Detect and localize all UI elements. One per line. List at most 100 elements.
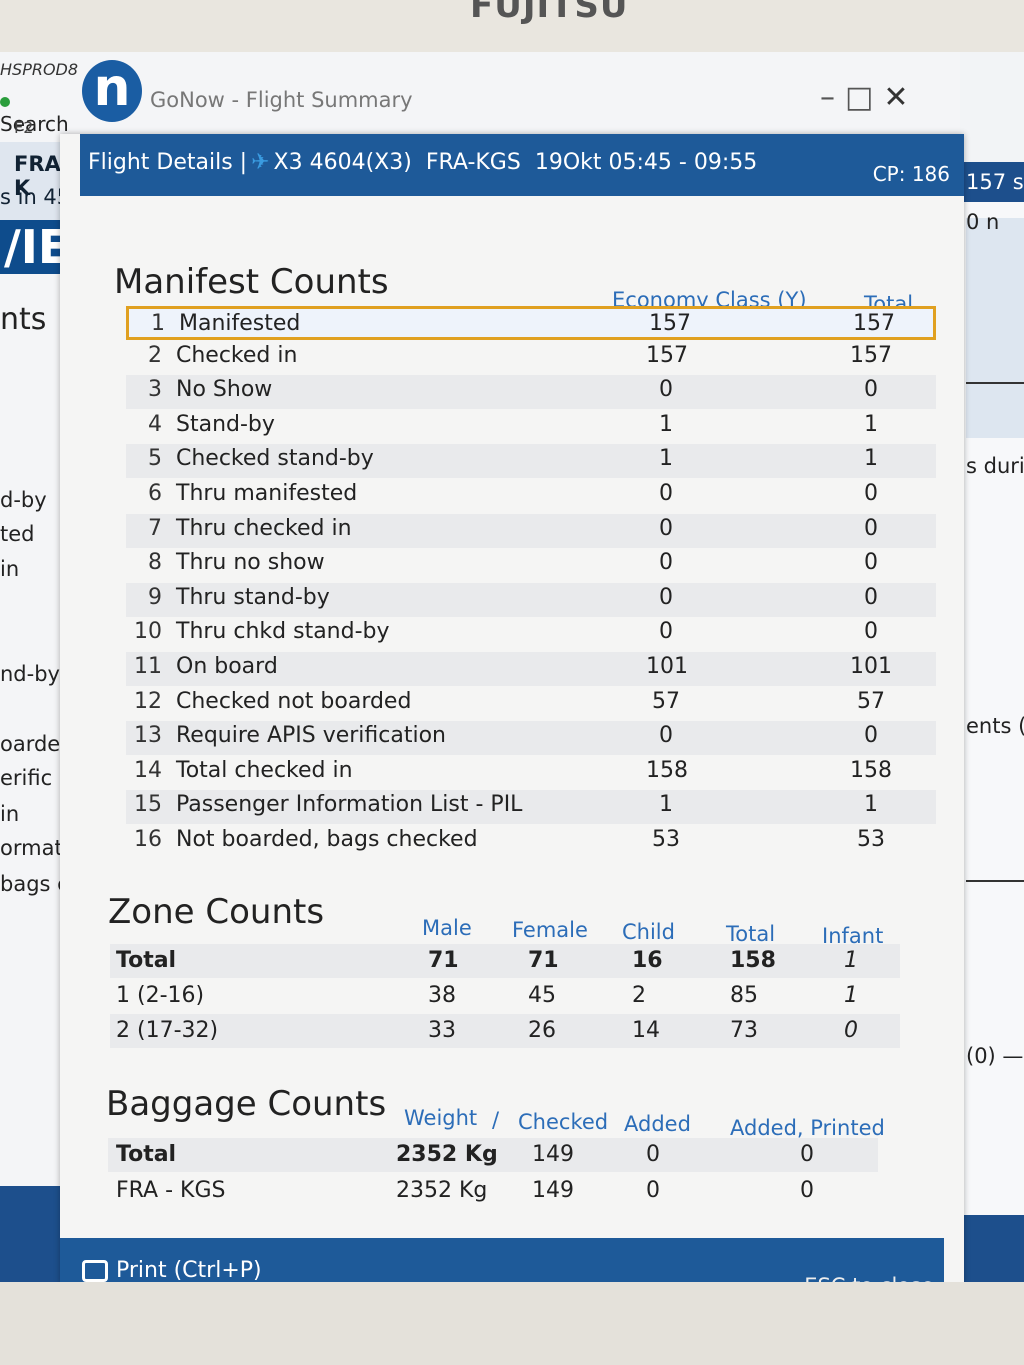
- background-divider: [966, 382, 1024, 384]
- manifest-row-number: 12: [134, 688, 162, 714]
- manifest-economy-value: 0: [659, 377, 673, 403]
- print-button[interactable]: Print (Ctrl+P): [82, 1258, 262, 1283]
- manifest-row-label: No Show: [176, 377, 273, 403]
- minimize-button[interactable]: –: [820, 80, 845, 115]
- zone-child-value: 14: [632, 1018, 660, 1043]
- screen: HSPROD8 Search F2 FRA-K s in 45 /IE nts …: [0, 52, 1024, 1284]
- manifest-row-number: 6: [148, 481, 162, 506]
- manifest-row-number: 11: [134, 654, 162, 679]
- manifest-section-title: Manifest Counts: [114, 262, 389, 302]
- manifest-row-label: On board: [176, 654, 278, 679]
- monitor-bezel-top: FUJITSU: [0, 0, 1024, 58]
- dialog-header: Flight Details | ✈ X3 4604(X3) FRA-KGS 19O…: [80, 134, 964, 196]
- background-search-shortcut: F2: [14, 118, 34, 137]
- manifest-row[interactable]: 16 Not boarded, bags checked 53 53: [126, 825, 936, 859]
- manifest-row[interactable]: 13 Require APIS verification 0 0: [126, 721, 936, 756]
- background-search[interactable]: Search: [0, 88, 80, 136]
- background-right-header: 157 s: [962, 162, 1024, 202]
- manifest-row[interactable]: 7 Thru checked in 0 0: [126, 513, 936, 548]
- background-divider: [966, 880, 1024, 882]
- baggage-added-printed-value: 0: [800, 1178, 814, 1203]
- zone-section-title: Zone Counts: [108, 892, 325, 932]
- baggage-col-checked: Checked: [518, 1110, 609, 1134]
- background-text: erific: [0, 766, 53, 790]
- manifest-row[interactable]: 2 Checked in 157 157: [126, 341, 936, 375]
- cp-count: CP: 186: [872, 162, 950, 186]
- zone-col-female: Female: [512, 918, 588, 942]
- close-button[interactable]: ✕: [883, 80, 919, 115]
- status-dot-icon: [0, 97, 10, 107]
- manifest-row[interactable]: 5 Checked stand-by 1 1: [126, 444, 936, 479]
- background-text: oarde: [0, 732, 61, 756]
- manifest-row[interactable]: 6 Thru manifested 0 0: [126, 479, 936, 513]
- manifest-row-label: Stand-by: [176, 411, 275, 437]
- manifest-row[interactable]: 4 Stand-by 1 1: [126, 410, 936, 444]
- baggage-added-value: 0: [646, 1142, 660, 1167]
- manifest-total-value: 101: [850, 654, 892, 679]
- zone-child-value: 2: [632, 983, 646, 1008]
- manifest-row-number: 15: [134, 792, 162, 818]
- manifest-economy-value: 0: [659, 515, 673, 541]
- flight-details-dialog: Flight Details | ✈ X3 4604(X3) FRA-KGS 19O…: [60, 134, 964, 1284]
- manifest-row[interactable]: 8 Thru no show 0 0: [126, 548, 936, 582]
- baggage-col-added-printed: Added, Printed: [730, 1116, 885, 1140]
- manifest-total-value: 1: [864, 792, 878, 818]
- manifest-row-label: Thru manifested: [176, 481, 358, 506]
- manifest-economy-value: 1: [659, 792, 673, 818]
- manifest-row-number: 7: [148, 515, 162, 541]
- background-app-name: HSPROD8: [0, 60, 79, 79]
- baggage-checked-value: 149: [532, 1142, 574, 1167]
- manifest-row[interactable]: 3 No Show 0 0: [126, 375, 936, 410]
- manifest-row-label: Manifested: [179, 311, 301, 336]
- manifest-economy-value: 157: [646, 342, 688, 368]
- manifest-row-number: 16: [134, 827, 162, 852]
- manifest-row-label: Checked stand-by: [176, 446, 374, 472]
- background-text: nd-by: [0, 662, 60, 686]
- manifest-row-label: Thru no show: [176, 550, 325, 576]
- manifest-row-label: Thru chkd stand-by: [176, 619, 390, 645]
- baggage-row-label: Total: [116, 1142, 177, 1167]
- print-button-label: Print (Ctrl+P): [116, 1258, 262, 1283]
- manifest-row[interactable]: 10 Thru chkd stand-by 0 0: [126, 617, 936, 651]
- manifest-row[interactable]: 9 Thru stand-by 0 0: [126, 582, 936, 617]
- flight-number: X3 4604(X3): [273, 150, 412, 175]
- window-titlebar: n GoNow - Flight Summary –□✕: [80, 52, 960, 134]
- zone-child-value: 16: [632, 948, 663, 973]
- monitor-bezel-bottom: [0, 1282, 1024, 1365]
- baggage-added-printed-value: 0: [800, 1142, 814, 1167]
- baggage-added-value: 0: [646, 1178, 660, 1203]
- zone-total-value: 158: [730, 948, 776, 973]
- flight-date-time: 19Okt 05:45 - 09:55: [534, 150, 758, 175]
- dialog-footer: Print (Ctrl+P) ESC to close: [60, 1238, 944, 1284]
- background-text: 0 n: [966, 210, 1000, 234]
- background-text: ents (: [966, 714, 1024, 738]
- manifest-row[interactable]: 12 Checked not boarded 57 57: [126, 687, 936, 721]
- window-controls: –□✕: [820, 80, 919, 115]
- manifest-row[interactable]: 15 Passenger Information List - PIL 1 1: [126, 790, 936, 825]
- background-text: d-by: [0, 488, 47, 512]
- zone-male-value: 71: [428, 948, 459, 973]
- baggage-row-label: FRA - KGS: [116, 1178, 226, 1203]
- background-text: in: [0, 802, 20, 826]
- manifest-economy-value: 0: [659, 619, 673, 645]
- manifest-row-label: Thru stand-by: [176, 584, 330, 610]
- manifest-total-value: 53: [857, 827, 885, 852]
- manifest-row-number: 9: [148, 584, 162, 610]
- maximize-button[interactable]: □: [845, 80, 884, 115]
- baggage-weight-value: 2352 Kg: [396, 1178, 488, 1203]
- zone-infant-value: 1: [844, 983, 858, 1008]
- background-text: nts: [0, 302, 47, 337]
- manifest-row[interactable]: 14 Total checked in 158 158: [126, 756, 936, 790]
- zone-female-value: 45: [528, 983, 556, 1008]
- manifest-economy-value: 0: [659, 723, 673, 749]
- manifest-row[interactable]: 1 Manifested 157 157: [126, 306, 936, 340]
- dialog-header-text: Flight Details | ✈ X3 4604(X3) FRA-KGS 19O…: [88, 150, 757, 175]
- manifest-row-label: Thru checked in: [176, 515, 352, 541]
- background-text: s durin: [966, 454, 1024, 478]
- manifest-row[interactable]: 11 On board 101 101: [126, 652, 936, 686]
- zone-female-value: 26: [528, 1018, 556, 1043]
- manifest-total-value: 0: [864, 550, 878, 576]
- baggage-weight-value: 2352 Kg: [396, 1142, 498, 1167]
- manifest-row-label: Require APIS verification: [176, 723, 446, 749]
- manifest-economy-value: 101: [646, 654, 688, 679]
